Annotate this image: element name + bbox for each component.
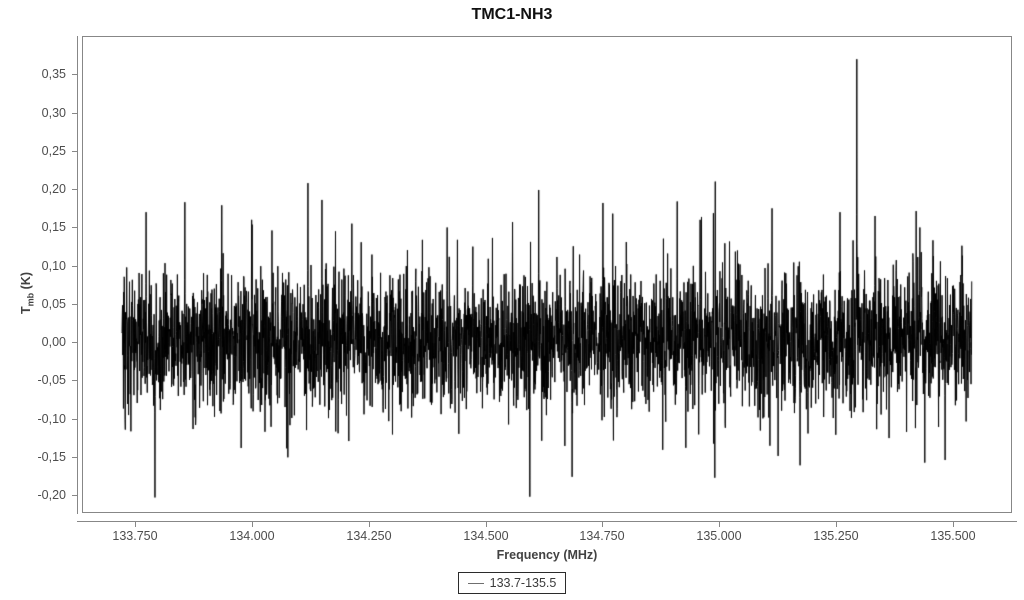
legend-item-label: 133.7-135.5: [489, 576, 557, 590]
y-tick-label: 0,30: [41, 106, 66, 120]
chart-title: TMC1-NH3: [471, 6, 553, 23]
y-tick-mark: [72, 380, 77, 381]
y-axis-line: [77, 36, 78, 514]
y-tick-label: -0,10: [37, 412, 67, 426]
y-tick-mark: [72, 304, 77, 305]
x-tick-mark: [719, 522, 720, 527]
y-tick-mark: [72, 189, 77, 190]
y-tick-mark: [72, 74, 77, 75]
y-tick-mark: [72, 151, 77, 152]
y-tick-mark: [72, 266, 77, 267]
x-tick-label: 134.000: [229, 529, 275, 543]
x-tick-label: 134.250: [346, 529, 392, 543]
x-tick-label: 135.000: [696, 529, 742, 543]
legend-item[interactable]: 133.7-135.5: [457, 572, 567, 594]
y-axis-label-sub: mb: [25, 292, 36, 307]
y-axis-label-unit: (K): [18, 272, 33, 293]
x-tick-label: 134.500: [463, 529, 509, 543]
y-tick-mark: [72, 342, 77, 343]
spectrum-canvas[interactable]: [83, 37, 1011, 512]
y-tick-label: 0,00: [41, 335, 66, 349]
y-axis-label-symbol: T: [18, 306, 33, 314]
x-tick-mark: [135, 522, 136, 527]
x-tick-label: 135.250: [813, 529, 859, 543]
x-tick-label: 133.750: [112, 529, 158, 543]
x-tick-mark: [836, 522, 837, 527]
y-tick-label: -0,05: [37, 373, 67, 387]
y-tick-mark: [72, 495, 77, 496]
x-tick-mark: [369, 522, 370, 527]
x-tick-mark: [953, 522, 954, 527]
y-tick-mark: [72, 457, 77, 458]
x-tick-mark: [486, 522, 487, 527]
y-tick-mark: [72, 113, 77, 114]
legend: 133.7-135.5: [0, 572, 1024, 594]
y-axis-label: Tmb (K): [19, 272, 36, 314]
x-tick-mark: [602, 522, 603, 527]
y-tick-label: 0,05: [41, 297, 66, 311]
y-tick-mark: [72, 227, 77, 228]
y-tick-label: -0,15: [37, 450, 67, 464]
y-tick-label: -0,20: [37, 488, 67, 502]
y-tick-label: 0,25: [41, 144, 66, 158]
y-tick-label: 0,20: [41, 182, 66, 196]
y-tick-mark: [72, 419, 77, 420]
x-tick-label: 135.500: [930, 529, 976, 543]
x-tick-label: 134.750: [579, 529, 625, 543]
legend-line-sample: [467, 582, 484, 584]
y-tick-label: 0,15: [41, 220, 66, 234]
x-axis-label: Frequency (MHz): [496, 548, 598, 562]
y-tick-label: 0,35: [41, 67, 66, 81]
x-axis-line: [77, 521, 1017, 522]
x-tick-mark: [252, 522, 253, 527]
y-tick-label: 0,10: [41, 259, 66, 273]
